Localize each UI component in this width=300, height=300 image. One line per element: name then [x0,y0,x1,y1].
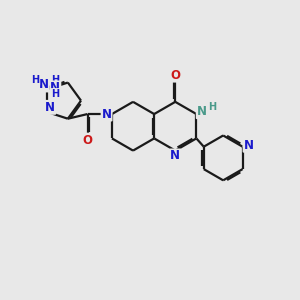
Text: N: N [170,149,180,162]
Text: H: H [208,103,216,112]
Text: N: N [102,107,112,121]
Text: H: H [51,75,59,85]
Text: H: H [51,89,59,99]
Text: N: N [39,79,49,92]
Text: N: N [45,101,55,114]
Text: H: H [31,75,39,85]
Text: N: N [50,81,60,94]
Text: N: N [197,105,207,118]
Text: O: O [82,134,92,147]
Text: O: O [170,69,180,82]
Text: N: N [244,139,254,152]
